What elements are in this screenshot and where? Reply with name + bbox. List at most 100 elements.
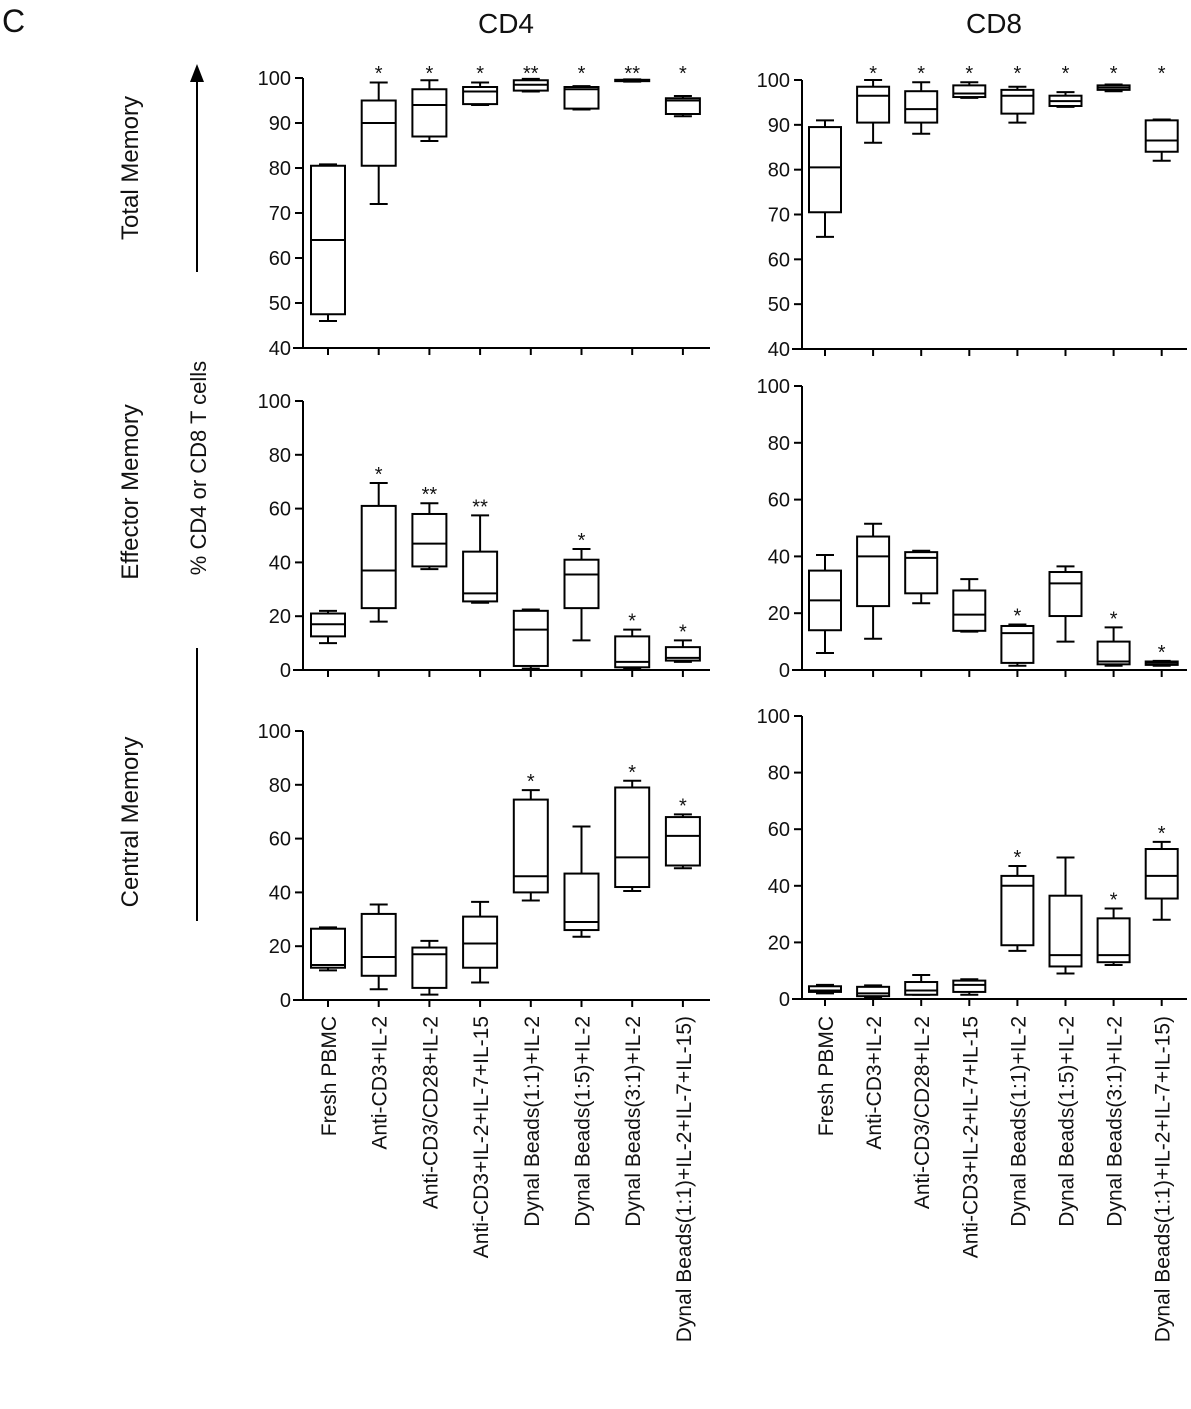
significance-marker: * — [1158, 642, 1166, 664]
box-7: * — [614, 611, 651, 677]
iqr-box — [563, 86, 600, 110]
significance-marker: * — [679, 795, 687, 817]
category-label: Fresh PBMC — [815, 1016, 838, 1136]
box-2: * — [360, 63, 397, 355]
box-2 — [856, 984, 891, 1006]
box-8: * — [1144, 642, 1179, 677]
iqr-box — [1000, 874, 1035, 947]
significance-marker: * — [628, 762, 636, 784]
box-8: * — [664, 795, 701, 1007]
box-7: * — [1096, 63, 1131, 356]
y-tick-label: 80 — [768, 160, 790, 182]
y-tick-label: 80 — [269, 158, 291, 180]
panel-cd8-effector-memory: 0 20 40 60 80 100 * * * — [757, 376, 1187, 682]
y-tick-label: 60 — [269, 499, 291, 521]
significance-marker: * — [1014, 63, 1022, 85]
iqr-box — [808, 985, 842, 993]
y-tick-label: 90 — [269, 113, 291, 135]
category-label: Dynal Beads(1:1)+IL-2 — [521, 1016, 544, 1227]
row-label-total-memory: Total Memory — [117, 96, 144, 240]
panel-cd8-total-memory: 40 50 60 70 80 90 100 * * * * * * * — [757, 63, 1187, 361]
y-tick-label: 80 — [768, 763, 790, 785]
box-5: * — [1000, 63, 1035, 356]
y-tick-label: 40 — [768, 339, 790, 361]
y-tick-label: 0 — [779, 989, 790, 1011]
iqr-box — [512, 798, 549, 894]
box-5: * — [1000, 847, 1035, 1006]
iqr-box — [904, 981, 939, 996]
y-tick-label: 20 — [768, 603, 790, 625]
y-tick-label: 100 — [258, 68, 291, 90]
iqr-box — [1000, 88, 1035, 115]
box-2: * — [856, 63, 891, 356]
iqr-box — [462, 86, 499, 106]
iqr-box — [360, 912, 397, 977]
iqr-box — [1144, 848, 1179, 900]
category-label: Dynal Beads(1:5)+IL-2 — [1056, 1016, 1079, 1227]
y-tick-label: 40 — [768, 546, 790, 568]
y-tick-label: 60 — [768, 490, 790, 512]
box-8: * — [1144, 63, 1179, 356]
significance-marker: * — [965, 63, 973, 85]
iqr-box — [904, 551, 939, 595]
y-tick-label: 90 — [768, 115, 790, 137]
row-label-effector-memory: Effector Memory — [117, 404, 144, 580]
iqr-box — [664, 816, 701, 867]
significance-marker: * — [1158, 823, 1166, 845]
iqr-box — [1096, 640, 1131, 666]
y-tick-label: 80 — [269, 775, 291, 797]
significance-marker: * — [578, 530, 586, 552]
box-3 — [904, 973, 939, 1006]
box-2 — [360, 903, 397, 1007]
row-label-central-memory: Central Memory — [117, 737, 144, 908]
significance-marker: * — [476, 63, 484, 85]
y-tick-label: 80 — [269, 445, 291, 467]
significance-marker: * — [1158, 63, 1166, 85]
box-2: * — [360, 464, 397, 677]
box-2 — [856, 522, 891, 677]
significance-marker: * — [375, 464, 383, 486]
y-tick-label: 50 — [269, 293, 291, 315]
iqr-box — [512, 609, 549, 667]
box-7: * — [1096, 889, 1131, 1006]
y-tick-label: 60 — [269, 829, 291, 851]
y-axis-label: % CD4 or CD8 T cells — [186, 361, 211, 575]
box-7: ** — [614, 63, 651, 355]
panel-cd8-central-memory: 0 20 40 60 80 100 * * * — [757, 706, 1187, 1011]
box-8: * — [664, 63, 701, 355]
panel-letter: C — [2, 3, 25, 39]
significance-marker: * — [1110, 889, 1118, 911]
iqr-box — [1144, 119, 1179, 153]
significance-marker: * — [628, 611, 636, 633]
category-label: Anti-CD3+IL-2+IL-7+IL-15 — [959, 1016, 982, 1258]
significance-marker: * — [1062, 63, 1070, 85]
y-tick-label: 100 — [258, 391, 291, 413]
category-label: Anti-CD3/CD28+IL-2 — [419, 1016, 442, 1209]
significance-marker: * — [1014, 606, 1022, 628]
box-3 — [904, 549, 939, 677]
box-4: * — [952, 63, 987, 356]
category-label: Dynal Beads(3:1)+IL-2 — [622, 1016, 645, 1227]
iqr-box — [563, 872, 600, 932]
significance-marker: * — [1110, 608, 1118, 630]
y-tick-label: 20 — [269, 936, 291, 958]
y-tick-label: 20 — [269, 606, 291, 628]
category-label: Dynal Beads(3:1)+IL-2 — [1104, 1016, 1127, 1227]
iqr-box — [563, 558, 600, 610]
significance-marker: * — [869, 63, 877, 85]
box-8: * — [1144, 823, 1179, 1006]
iqr-box — [952, 84, 987, 99]
box-3: * — [411, 63, 448, 355]
iqr-box — [360, 504, 397, 610]
category-label: Anti-CD3+IL-2+IL-7+IL-15 — [470, 1016, 493, 1258]
box-6 — [1048, 856, 1083, 1006]
column-title-cd8: CD8 — [966, 8, 1022, 39]
significance-marker: * — [527, 771, 535, 793]
column-title-cd4: CD4 — [478, 8, 534, 39]
box-3: * — [904, 63, 939, 356]
iqr-box — [360, 99, 397, 167]
box-1 — [808, 983, 842, 1006]
box-5: ** — [512, 63, 549, 355]
